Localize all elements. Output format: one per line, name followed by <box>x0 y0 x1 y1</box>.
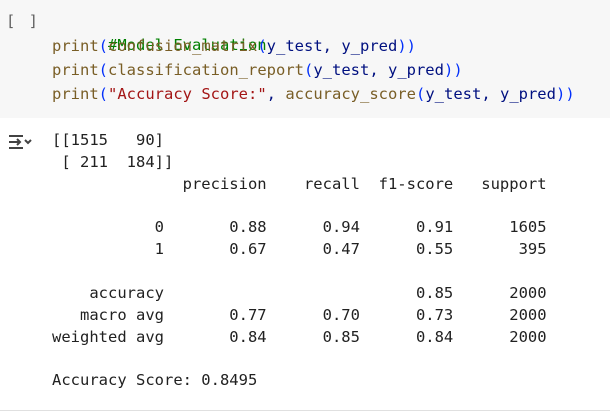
output-line: weighted avg 0.84 0.85 0.84 2000 <box>52 328 547 346</box>
print-fn: print <box>52 61 99 79</box>
output-line: macro avg 0.77 0.70 0.73 2000 <box>52 306 547 324</box>
output-line: accuracy 0.85 2000 <box>52 284 547 302</box>
code-comment: #Model Evaluation <box>108 36 267 54</box>
paren-open: ( <box>98 85 109 103</box>
confusion-matrix-fn: confusion_matrix <box>108 37 258 55</box>
print-fn: print <box>52 37 99 55</box>
paren-open: ( <box>98 61 109 79</box>
paren-open-inner: ( <box>257 37 267 55</box>
output-line: Accuracy Score: 0.8495 <box>52 371 258 389</box>
paren-open-inner: ( <box>415 85 426 103</box>
paren-open: ( <box>98 37 109 55</box>
paren-open-inner: ( <box>303 61 314 79</box>
args: y_test, y_pred <box>313 61 444 79</box>
paren-close: )) <box>555 85 575 103</box>
paren-close: )) <box>443 61 463 79</box>
string-literal: "Accuracy Score:" <box>108 85 267 103</box>
cell-divider <box>0 410 610 411</box>
output-line: 1 0.67 0.47 0.55 395 <box>52 240 547 258</box>
output-line: [[1515 90] <box>52 131 164 149</box>
output-toggle-icon[interactable] <box>7 132 33 152</box>
code-line-3: print("Accuracy Score:", accuracy_score(… <box>52 83 575 105</box>
code-line-1: print(confusion_matrix(y_test, y_pred)) <box>52 35 416 57</box>
paren-close: )) <box>397 37 416 55</box>
args: y_test, y_pred <box>266 37 398 55</box>
output-line: [ 211 184]] <box>52 153 174 171</box>
output-line: precision recall f1-score support <box>52 175 547 193</box>
accuracy-score-fn: accuracy_score <box>285 85 416 103</box>
separator: , <box>266 85 286 103</box>
code-editor[interactable]: [ ] #Model Evaluation print(confusion_ma… <box>0 0 610 118</box>
args: y_test, y_pred <box>425 85 556 103</box>
code-line-comment: #Model Evaluation <box>52 12 267 78</box>
run-cell-button[interactable]: [ ] <box>6 12 40 30</box>
output-line: 0 0.88 0.94 0.91 1605 <box>52 218 547 236</box>
classification-report-fn: classification_report <box>108 61 304 79</box>
code-line-2: print(classification_report(y_test, y_pr… <box>52 59 463 81</box>
print-fn: print <box>52 85 99 103</box>
